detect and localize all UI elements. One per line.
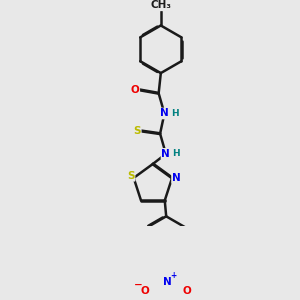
Text: +: + (170, 271, 176, 280)
Text: O: O (130, 85, 139, 95)
Text: H: H (172, 149, 180, 158)
Text: N: N (172, 173, 181, 183)
Text: N: N (163, 277, 172, 287)
Text: S: S (127, 171, 134, 181)
Text: O: O (141, 286, 150, 296)
Text: N: N (161, 149, 170, 159)
Text: CH₃: CH₃ (150, 0, 171, 10)
Text: S: S (133, 126, 141, 136)
Text: O: O (183, 286, 191, 296)
Text: H: H (171, 109, 178, 118)
Text: N: N (160, 109, 169, 118)
Text: −: − (134, 280, 142, 290)
